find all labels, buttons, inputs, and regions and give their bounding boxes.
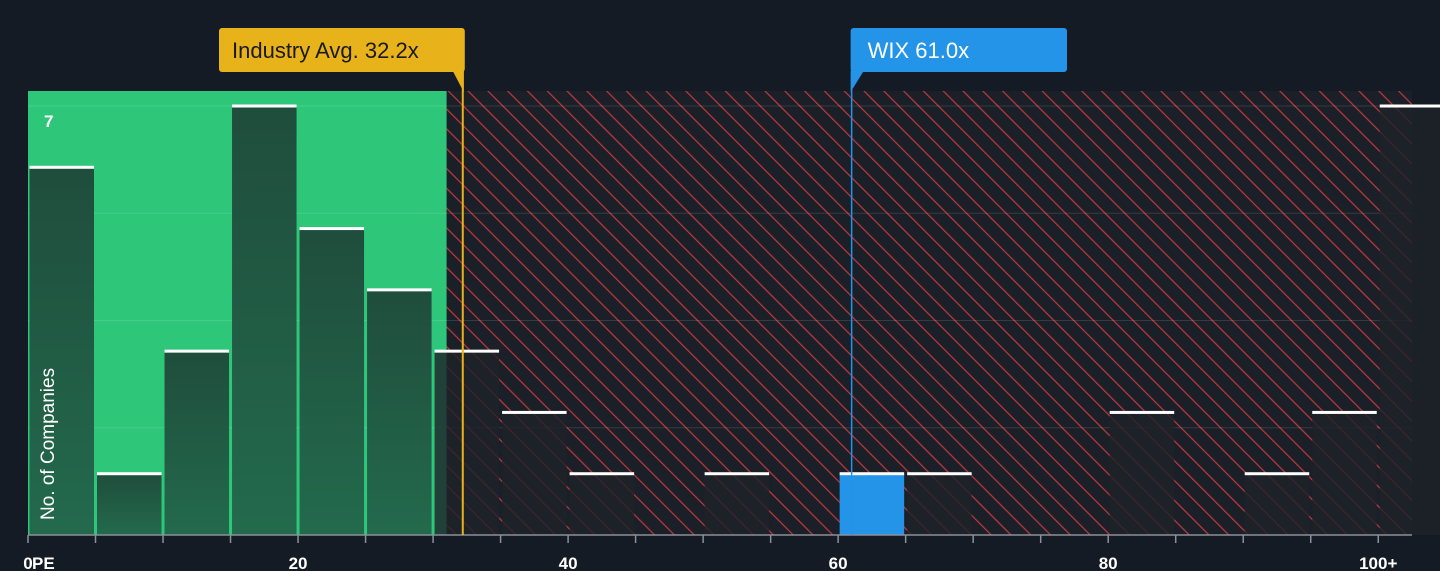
bar-cap: [434, 349, 500, 353]
histogram-bar: [29, 167, 95, 536]
bar-cap: [232, 104, 297, 108]
industry-avg-label: Industry Avg. 32.2x: [232, 38, 419, 63]
bar-caps-group: [29, 104, 1440, 476]
bar-cap: [299, 227, 365, 231]
x-tick-label: 20: [289, 554, 308, 571]
histogram-bar: [704, 473, 770, 535]
histogram-bar: [907, 473, 972, 535]
y-axis-label: No. of Companies: [38, 368, 59, 520]
bar-cap: [29, 165, 95, 169]
histogram-bar: [839, 473, 905, 535]
bar-cap: [1244, 472, 1310, 476]
bar-cap: [569, 472, 635, 476]
company-pe-callout: WIX 61.0x: [850, 28, 1067, 92]
bars-group: [29, 106, 1440, 536]
histogram-bar: [367, 289, 432, 535]
histogram-bar: [569, 473, 635, 535]
bar-cap: [502, 410, 567, 414]
company-pe-label: WIX 61.0x: [868, 38, 969, 63]
industry-avg-pointer: [452, 71, 464, 92]
x-ticks-group: 0 20 40 60 80 100+: [23, 535, 1397, 571]
bar-cap: [367, 288, 432, 292]
bar-cap: [839, 472, 905, 476]
y-max-label: 7: [44, 112, 53, 131]
histogram-bar: [299, 228, 365, 536]
histogram-bar: [1379, 106, 1440, 535]
bar-cap: [1379, 104, 1440, 108]
x-tick-label: 40: [559, 554, 578, 571]
x-tick-label: 80: [1099, 554, 1118, 571]
histogram-bar: [1109, 412, 1175, 535]
company-pe-pointer: [850, 71, 864, 92]
histogram-bar: [434, 351, 500, 535]
histogram-bar: [97, 473, 162, 535]
bar-cap: [1109, 410, 1175, 414]
x-tick-label: 100+: [1359, 554, 1397, 571]
histogram-bar: [1312, 412, 1377, 535]
industry-avg-box: [219, 28, 465, 72]
histogram-bar: [1244, 473, 1310, 535]
histogram-bar: [164, 351, 230, 535]
x-tick-label: 0: [23, 554, 32, 571]
bar-cap: [97, 472, 162, 476]
industry-avg-callout: Industry Avg. 32.2x: [219, 28, 465, 92]
bar-cap: [704, 472, 770, 476]
x-tick-label: 60: [829, 554, 848, 571]
company-pe-box: [850, 28, 1067, 72]
bar-cap: [907, 472, 972, 476]
histogram-bar: [502, 412, 567, 535]
bar-cap: [1312, 410, 1377, 414]
overvalued-zone: [446, 91, 1412, 535]
x-axis-label: PE: [32, 554, 55, 571]
bar-cap: [164, 349, 230, 353]
histogram-bar: [232, 106, 297, 535]
